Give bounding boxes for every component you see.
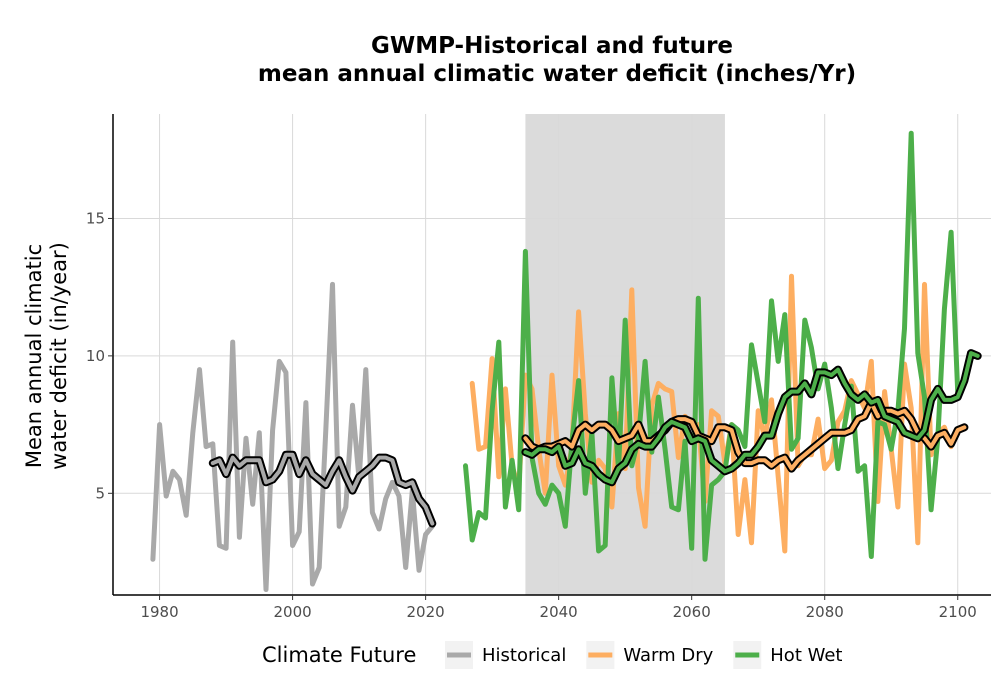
legend-label: Hot Wet [770,645,842,666]
plot-area: 1980 2000 2020 2040 2060 2080 2100 5 10 15 [86,114,991,621]
smooth-line [523,351,980,485]
x-tick-label: 2080 [806,603,844,621]
y-tick-label: 10 [86,347,105,365]
y-tick-label: 5 [95,484,105,502]
series-line [469,273,954,554]
x-tick-label: 2040 [540,603,578,621]
smooth-line [210,452,435,526]
smooth-line [523,400,967,471]
legend-label: Historical [482,645,566,666]
x-tick-label: 2100 [939,603,977,621]
legend: Climate Future Historical Warm Dry Hot Wet [262,641,842,669]
legend-title: Climate Future [262,643,416,667]
y-axis-label-line1: Mean annual climatic [22,244,46,468]
x-tick-label: 2060 [673,603,711,621]
y-tick-label: 15 [86,209,105,227]
x-tick-label: 2020 [407,603,445,621]
x-tick-label: 1980 [140,603,178,621]
series-line [463,130,961,562]
y-axis-label-line2: water deficit (in/year) [47,242,71,470]
legend-label: Warm Dry [623,645,713,666]
chart-title-line2: mean annual climatic water deficit (inch… [258,61,856,87]
x-tick-label: 2000 [273,603,311,621]
chart-title-line1: GWMP-Historical and future [371,33,733,59]
series-line [150,281,435,592]
